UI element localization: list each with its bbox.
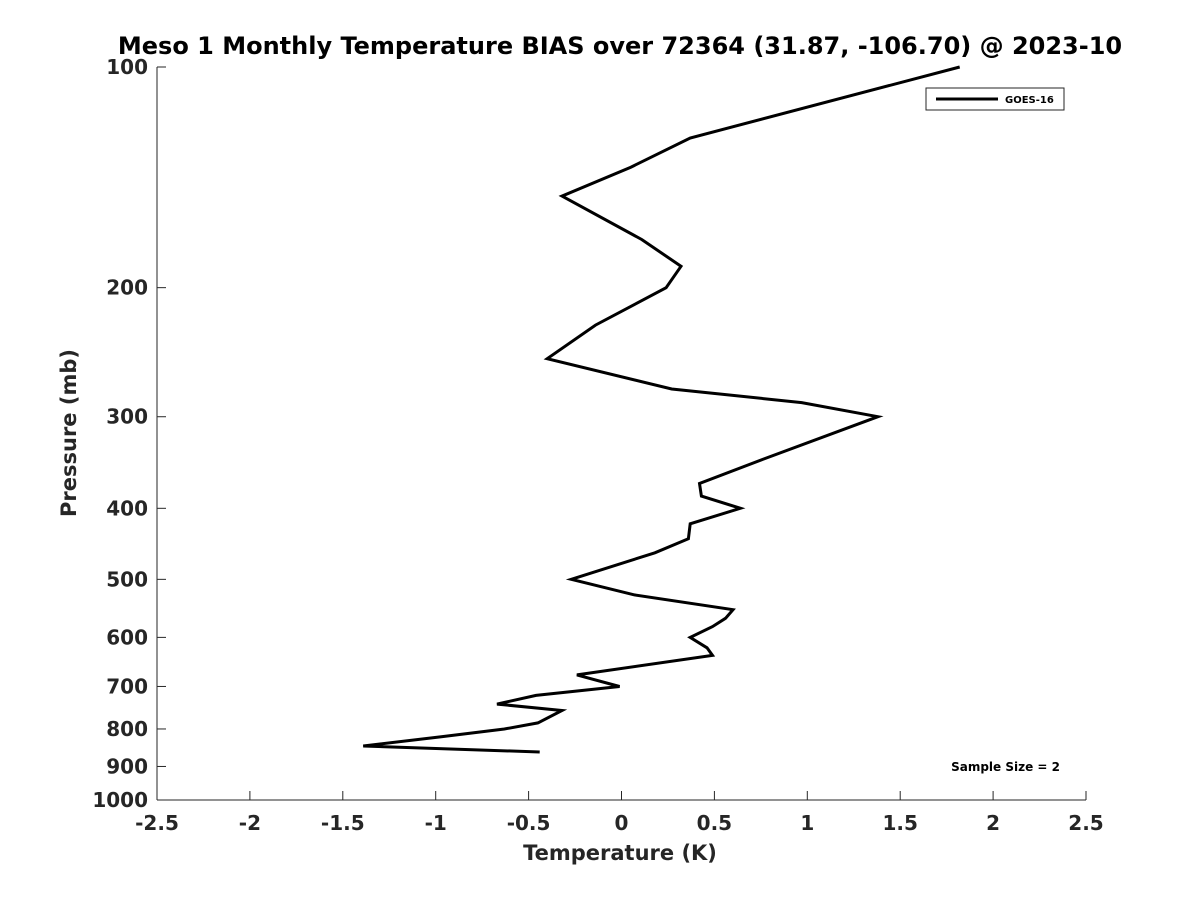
y-tick-label: 200 bbox=[106, 276, 148, 300]
y-tick-label: 800 bbox=[106, 717, 148, 741]
x-axis-label: Temperature (K) bbox=[523, 841, 717, 865]
y-tick-label: 700 bbox=[106, 674, 148, 698]
x-tick-label: 1.5 bbox=[882, 811, 917, 835]
x-tick-label: -2 bbox=[239, 811, 261, 835]
chart-title: Meso 1 Monthly Temperature BIAS over 723… bbox=[118, 32, 1122, 60]
series-line-goes16 bbox=[363, 65, 961, 754]
y-tick-label: 300 bbox=[106, 405, 148, 429]
x-tick-label: -1.5 bbox=[321, 811, 365, 835]
series-layer bbox=[363, 65, 961, 754]
x-tick-label: 1 bbox=[800, 811, 814, 835]
x-tick-label: 0 bbox=[615, 811, 629, 835]
sample-size-annotation: Sample Size = 2 bbox=[951, 760, 1060, 774]
x-tick-label: -0.5 bbox=[507, 811, 551, 835]
y-tick-label: 900 bbox=[106, 754, 148, 778]
x-tick-label: -2.5 bbox=[135, 811, 179, 835]
x-tick-label: 0.5 bbox=[697, 811, 732, 835]
y-tick-label: 600 bbox=[106, 625, 148, 649]
x-tick-label: 2 bbox=[986, 811, 1000, 835]
axes bbox=[156, 67, 1086, 801]
legend: GOES-16 bbox=[925, 87, 1065, 111]
y-axis-label: Pressure (mb) bbox=[57, 349, 81, 517]
ticks: -2.5 -2 -1.5 -1 -0.5 0 0.5 1 1.5 2 2.5 100 200 300 400… bbox=[92, 55, 1103, 835]
x-tick-label: -1 bbox=[425, 811, 447, 835]
y-tick-label: 500 bbox=[106, 567, 148, 591]
y-tick-label: 100 bbox=[106, 55, 148, 79]
y-tick-label: 1000 bbox=[92, 788, 148, 812]
x-tick-label: 2.5 bbox=[1068, 811, 1103, 835]
y-tick-label: 400 bbox=[106, 496, 148, 520]
legend-label: GOES-16 bbox=[1005, 95, 1054, 106]
